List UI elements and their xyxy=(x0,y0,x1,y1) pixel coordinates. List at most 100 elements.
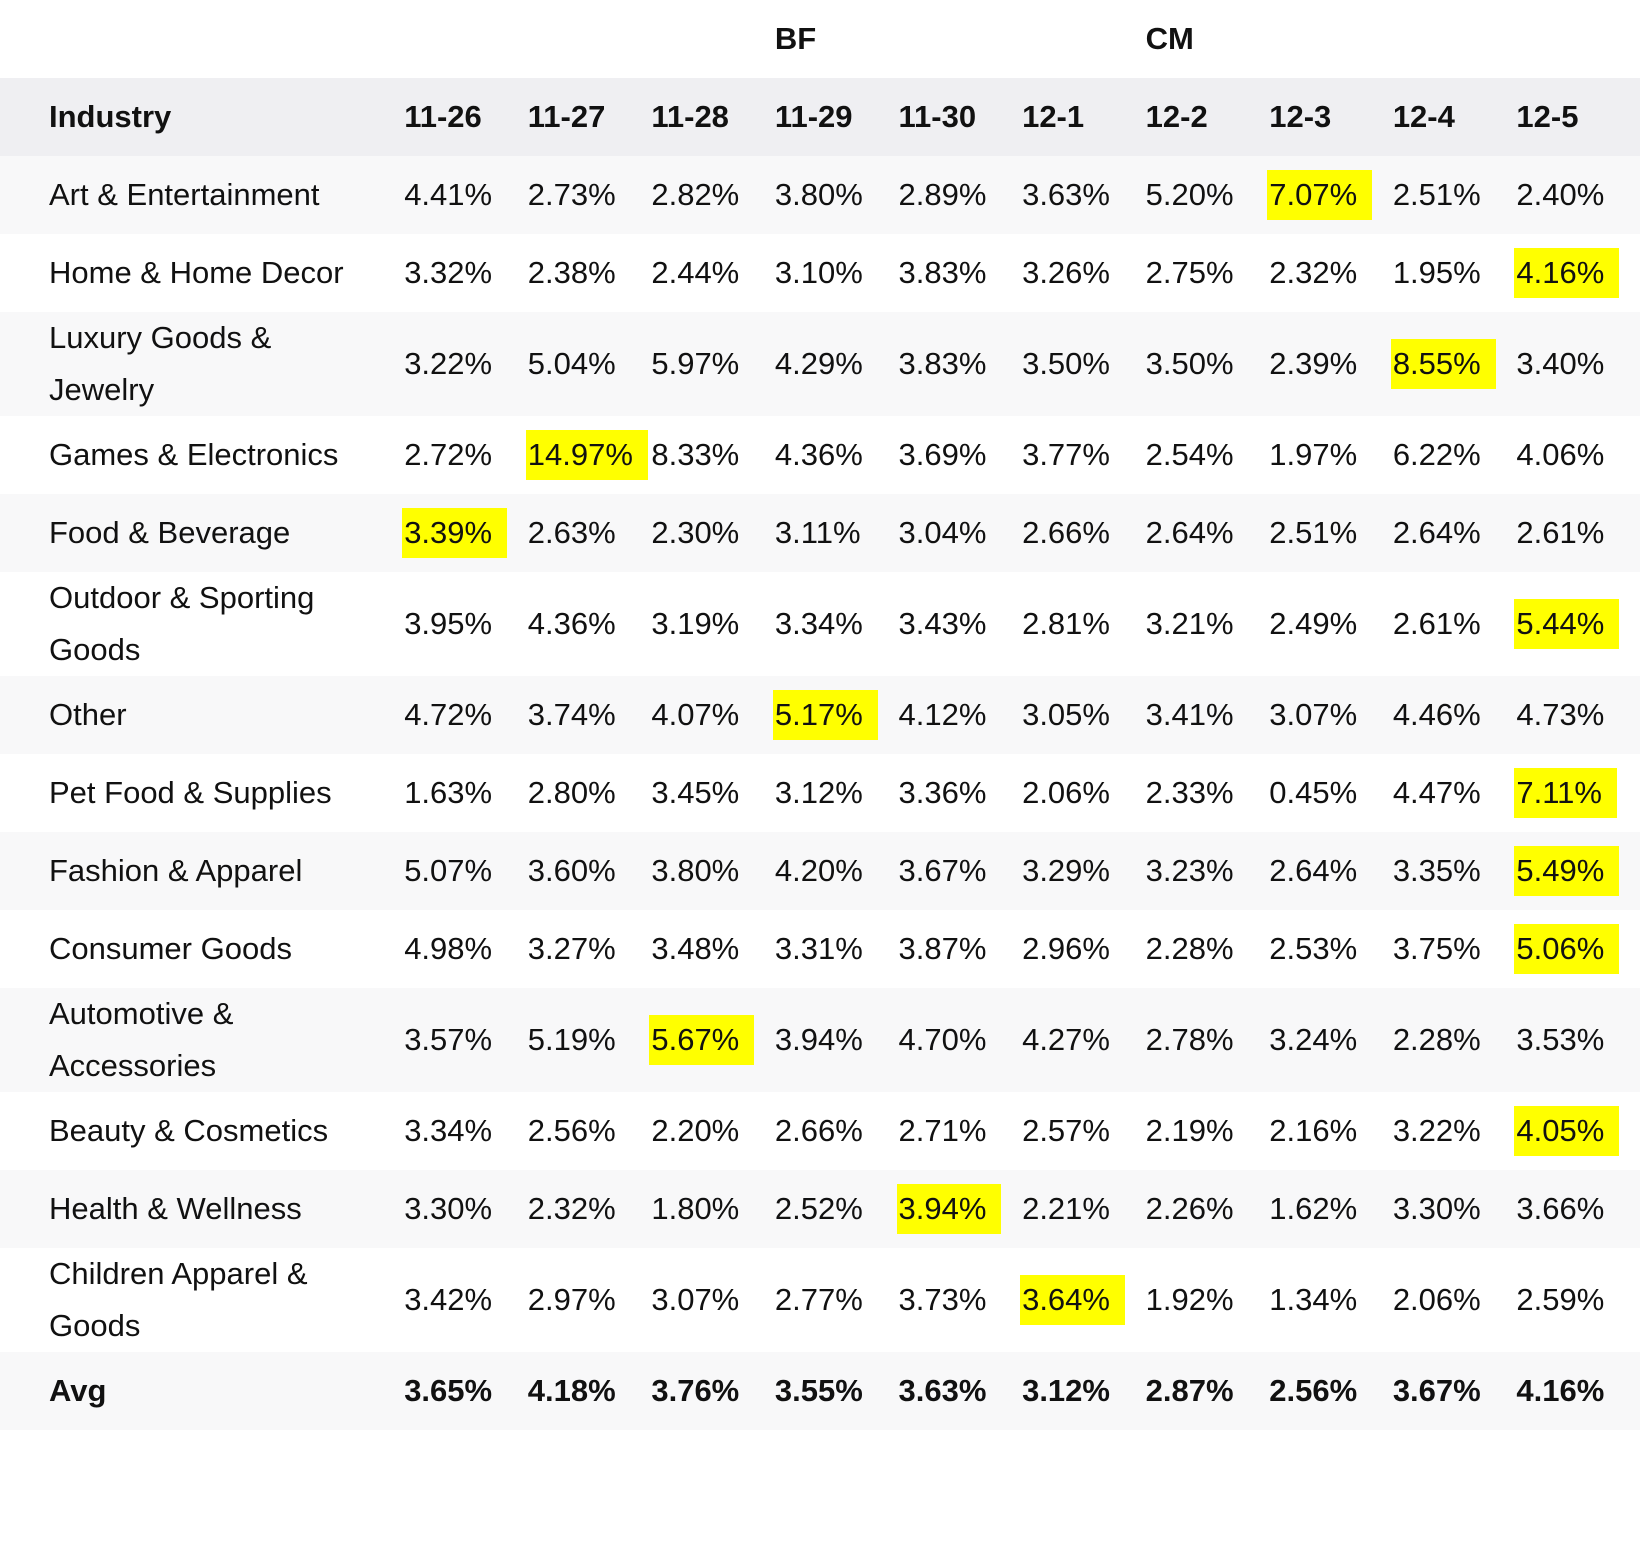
value-text: 2.89% xyxy=(898,177,987,212)
industry-cell: Beauty & Cosmetics xyxy=(49,1113,329,1148)
value-text: 2.51% xyxy=(1392,177,1481,212)
average-value: 3.67% xyxy=(1392,1352,1517,1430)
table-row: Beauty & Cosmetics 3.34% 2.56% 2.20% 2.66% 2.… xyxy=(0,1092,1640,1170)
value-cell: 3.04% xyxy=(898,494,1023,572)
value-text: 2.16% xyxy=(1269,1113,1358,1148)
value-cell: 4.07% xyxy=(651,676,775,754)
value-cell: 3.60% xyxy=(527,832,652,910)
value-cell: 5.17% xyxy=(772,676,899,754)
value-cell: 2.78% xyxy=(1145,988,1270,1092)
value-text: 3.95% xyxy=(404,606,493,641)
value-text: 3.07% xyxy=(651,1282,740,1317)
value-text: 3.30% xyxy=(404,1191,493,1226)
value-cell: 3.10% xyxy=(775,234,899,312)
value-text: 1.80% xyxy=(651,1191,740,1226)
value-cell: 3.22% xyxy=(404,312,528,416)
value-text: 4.36% xyxy=(774,437,863,472)
value-cell: 2.96% xyxy=(1022,910,1146,988)
industry-cell: Children Apparel & Goods xyxy=(49,1256,308,1343)
value-cell: 2.38% xyxy=(528,234,652,312)
table-row: Food & Beverage 3.39% 2.63% 2.30% 3.11% 3.04%… xyxy=(0,494,1640,572)
value-text: 1.62% xyxy=(1269,1191,1358,1226)
value-cell: 3.07% xyxy=(1269,676,1393,754)
column-header: 11-26 xyxy=(404,78,528,156)
value-cell: 4.29% xyxy=(774,312,899,416)
value-text: 2.64% xyxy=(1145,515,1234,550)
value-text: 4.47% xyxy=(1392,775,1481,810)
industry-cell: Pet Food & Supplies xyxy=(49,775,332,810)
value-cell: 5.19% xyxy=(527,988,652,1092)
value-cell: 2.73% xyxy=(527,156,652,234)
table-row: Automotive & Accessories 3.57% 5.19% 5.67% 3… xyxy=(0,988,1640,1092)
value-cell: 1.95% xyxy=(1393,234,1517,312)
table-row: Outdoor & Sporting Goods 3.95% 4.36% 3.19% 3… xyxy=(0,572,1640,676)
group-cell: BF xyxy=(774,0,899,78)
value-cell: 3.75% xyxy=(1393,910,1517,988)
value-cell: 7.11% xyxy=(1514,754,1640,832)
value-cell: 2.63% xyxy=(527,494,652,572)
value-cell: 2.32% xyxy=(1269,234,1393,312)
value-cell: 2.82% xyxy=(651,156,775,234)
value-cell: 3.27% xyxy=(528,910,652,988)
value-cell: 3.22% xyxy=(1393,1092,1517,1170)
value-cell: 2.89% xyxy=(898,156,1023,234)
industry-cell: Fashion & Apparel xyxy=(0,832,405,910)
value-cell: 3.83% xyxy=(899,234,1023,312)
column-header: 12-2 xyxy=(1145,78,1270,156)
value-cell: 3.73% xyxy=(899,1248,1023,1352)
value-cell: 1.92% xyxy=(1146,1248,1270,1352)
industry-cell: Home & Home Decor xyxy=(49,255,344,290)
value-cell: 3.87% xyxy=(899,910,1023,988)
value-text: 4.16% xyxy=(1514,248,1620,298)
value-text: 2.64% xyxy=(1392,515,1481,550)
value-text: 5.07% xyxy=(404,853,493,888)
value-text: 5.49% xyxy=(1514,846,1620,896)
value-cell: 4.05% xyxy=(1514,1092,1640,1170)
value-cell: 4.73% xyxy=(1516,676,1640,754)
value-cell: 3.39% xyxy=(402,494,528,572)
industry-cell: Art & Entertainment xyxy=(0,156,405,234)
value-text: 2.30% xyxy=(651,515,740,550)
value-text: 0.45% xyxy=(1269,775,1358,810)
value-cell: 2.51% xyxy=(1269,494,1393,572)
value-text: 1.95% xyxy=(1392,255,1481,290)
value-text: 4.05% xyxy=(1514,1106,1620,1156)
industry-cell: Outdoor & Sporting Goods xyxy=(49,580,315,667)
value-cell: 2.56% xyxy=(528,1092,652,1170)
value-cell: 2.72% xyxy=(404,416,528,494)
value-text: 5.06% xyxy=(1514,924,1620,974)
value-text: 4.46% xyxy=(1392,697,1481,732)
value-cell: 3.45% xyxy=(651,754,775,832)
value-text: 3.80% xyxy=(651,853,740,888)
value-text: 1.92% xyxy=(1145,1282,1234,1317)
value-text: 2.96% xyxy=(1022,931,1110,966)
value-text: 3.31% xyxy=(774,931,863,966)
table-row: Home & Home Decor 3.32% 2.38% 2.44% 3.10% 3.8… xyxy=(0,234,1640,312)
value-cell: 3.12% xyxy=(775,754,899,832)
average-value: 3.12% xyxy=(1022,1352,1146,1430)
column-header: Industry xyxy=(0,78,405,156)
value-cell: 3.94% xyxy=(896,1170,1023,1248)
value-text: 3.12% xyxy=(774,775,863,810)
value-text: 5.67% xyxy=(649,1015,755,1065)
value-cell: 3.63% xyxy=(1022,156,1146,234)
value-text: 2.51% xyxy=(1269,515,1358,550)
value-text: 3.34% xyxy=(404,1113,493,1148)
value-text: 2.44% xyxy=(651,255,740,290)
value-text: 5.44% xyxy=(1514,599,1620,649)
value-cell: 4.46% xyxy=(1392,676,1517,754)
value-text: 2.66% xyxy=(1022,515,1110,550)
value-text: 4.72% xyxy=(404,697,493,732)
value-text: 3.05% xyxy=(1022,697,1110,732)
industry-cell: Consumer Goods xyxy=(49,931,292,966)
value-text: 2.63% xyxy=(527,515,616,550)
value-text: 2.71% xyxy=(898,1113,987,1148)
value-cell: 3.26% xyxy=(1022,234,1146,312)
value-cell: 8.55% xyxy=(1390,312,1517,416)
value-text: 2.80% xyxy=(527,775,616,810)
value-cell: 2.77% xyxy=(775,1248,899,1352)
value-cell: 2.49% xyxy=(1269,572,1393,676)
value-cell: 3.50% xyxy=(1022,312,1146,416)
table-row: Other 4.72% 3.74% 4.07% 5.17% 4.12% 3.05% 3.41%… xyxy=(0,676,1640,754)
value-text: 2.53% xyxy=(1269,931,1358,966)
